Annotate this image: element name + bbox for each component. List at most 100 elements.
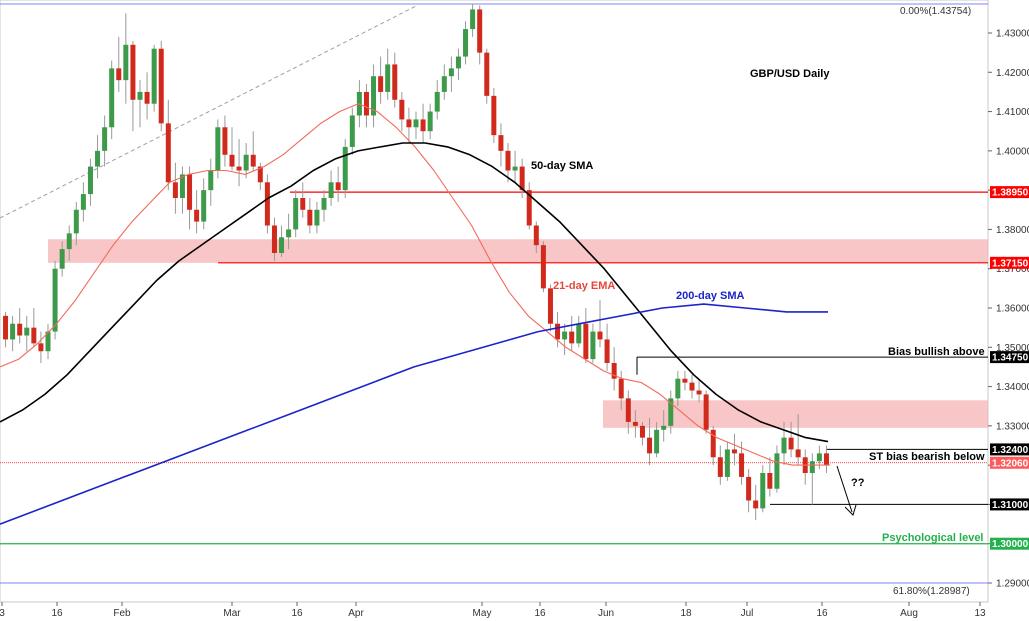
- candle: [385, 48, 391, 100]
- candle: [809, 453, 815, 505]
- candle-body: [555, 323, 561, 340]
- candle: [781, 421, 787, 466]
- candle: [668, 390, 674, 434]
- level-label-text: 1.34750: [992, 353, 1029, 364]
- candle-body: [172, 182, 178, 198]
- candle-body: [420, 119, 426, 132]
- candle: [463, 21, 469, 65]
- y-tick-label: 1.33000: [996, 421, 1029, 432]
- candle: [286, 213, 292, 250]
- candle: [137, 80, 143, 128]
- candle: [243, 143, 249, 179]
- resistance-zone-lower: [603, 400, 988, 428]
- fib-top-label: 0.00%(1.43754): [900, 6, 971, 17]
- level-label-text: 1.32400: [992, 445, 1029, 456]
- candle-body: [618, 378, 624, 399]
- candle-body: [809, 461, 815, 473]
- candle: [639, 421, 645, 446]
- candle-body: [583, 323, 589, 360]
- candle-body: [823, 453, 829, 466]
- moving-averages: [0, 103, 830, 525]
- candle-body: [109, 68, 115, 128]
- candle-body: [144, 91, 150, 104]
- level-label-box: [990, 537, 1029, 550]
- candle-body: [31, 327, 37, 344]
- candle-body: [795, 449, 801, 458]
- candle: [724, 441, 730, 481]
- candle: [257, 162, 263, 191]
- candle: [116, 36, 122, 92]
- candle-body: [271, 225, 277, 253]
- x-tick-label: 13: [974, 608, 986, 619]
- candle-body: [243, 154, 249, 171]
- candle: [455, 48, 461, 81]
- candle: [576, 315, 582, 348]
- x-tick-label: Feb: [113, 608, 131, 619]
- y-tick-label: 1.41000: [996, 107, 1029, 118]
- candle-body: [781, 437, 787, 454]
- candle: [123, 13, 129, 104]
- candle-body: [73, 209, 79, 234]
- y-tick-label: 1.42000: [996, 68, 1029, 79]
- candle: [731, 433, 737, 466]
- candle: [59, 241, 65, 277]
- candle: [271, 217, 277, 261]
- candle-body: [208, 170, 214, 191]
- x-tick-label: Apr: [348, 608, 364, 619]
- candle: [526, 182, 532, 230]
- candle-body: [151, 48, 157, 104]
- x-tick-label: Jul: [741, 608, 754, 619]
- candle: [349, 107, 355, 155]
- candle: [477, 5, 483, 65]
- candle: [498, 123, 504, 167]
- candle-body: [300, 198, 306, 210]
- candle: [208, 158, 214, 206]
- bias-bullish-label: Bias bullish above: [888, 346, 985, 358]
- candle: [363, 84, 369, 128]
- candle: [618, 370, 624, 411]
- candle: [753, 484, 759, 521]
- ema21-label: 21-day EMA: [553, 280, 615, 292]
- sma50-label: 50-day SMA: [531, 160, 593, 172]
- candle: [165, 99, 171, 191]
- level-label-text: 1.31000: [992, 500, 1029, 511]
- candle-body: [455, 56, 461, 69]
- level-label-box: [990, 443, 1029, 456]
- candle: [505, 143, 511, 183]
- candle: [654, 421, 660, 458]
- level-label-text: 1.38950: [992, 188, 1029, 199]
- candle: [95, 135, 101, 179]
- candle: [427, 103, 433, 140]
- candle: [647, 418, 653, 466]
- fib-bottom-label: 61.80%(1.28987): [893, 586, 970, 597]
- candle: [420, 103, 426, 143]
- candle: [795, 414, 801, 466]
- candle: [80, 182, 86, 222]
- resistance-zone-upper: [48, 239, 988, 263]
- candle-body: [158, 48, 164, 124]
- candle-body: [590, 331, 596, 360]
- candle-body: [463, 29, 469, 57]
- candle: [675, 370, 681, 407]
- candle-body: [293, 198, 299, 230]
- y-tick-label: 1.36000: [996, 304, 1029, 315]
- candle-body: [760, 473, 766, 509]
- candle-body: [724, 449, 730, 477]
- x-tick-label: 3: [0, 608, 5, 619]
- candle-body: [625, 398, 631, 422]
- candle-body: [703, 394, 709, 430]
- candle-body: [179, 174, 185, 198]
- x-tick-label: May: [473, 608, 492, 619]
- candle: [632, 410, 638, 438]
- candle-body: [533, 225, 539, 246]
- candle: [172, 162, 178, 214]
- candle-body: [505, 150, 511, 171]
- candle-body: [491, 95, 497, 136]
- candle-body: [80, 194, 86, 210]
- y-tick-label: 1.29000: [996, 579, 1029, 590]
- candle: [73, 201, 79, 246]
- level-label-text: 1.32060: [992, 458, 1029, 469]
- candle-body: [45, 331, 51, 352]
- candle-body: [470, 9, 476, 30]
- candle: [788, 421, 794, 458]
